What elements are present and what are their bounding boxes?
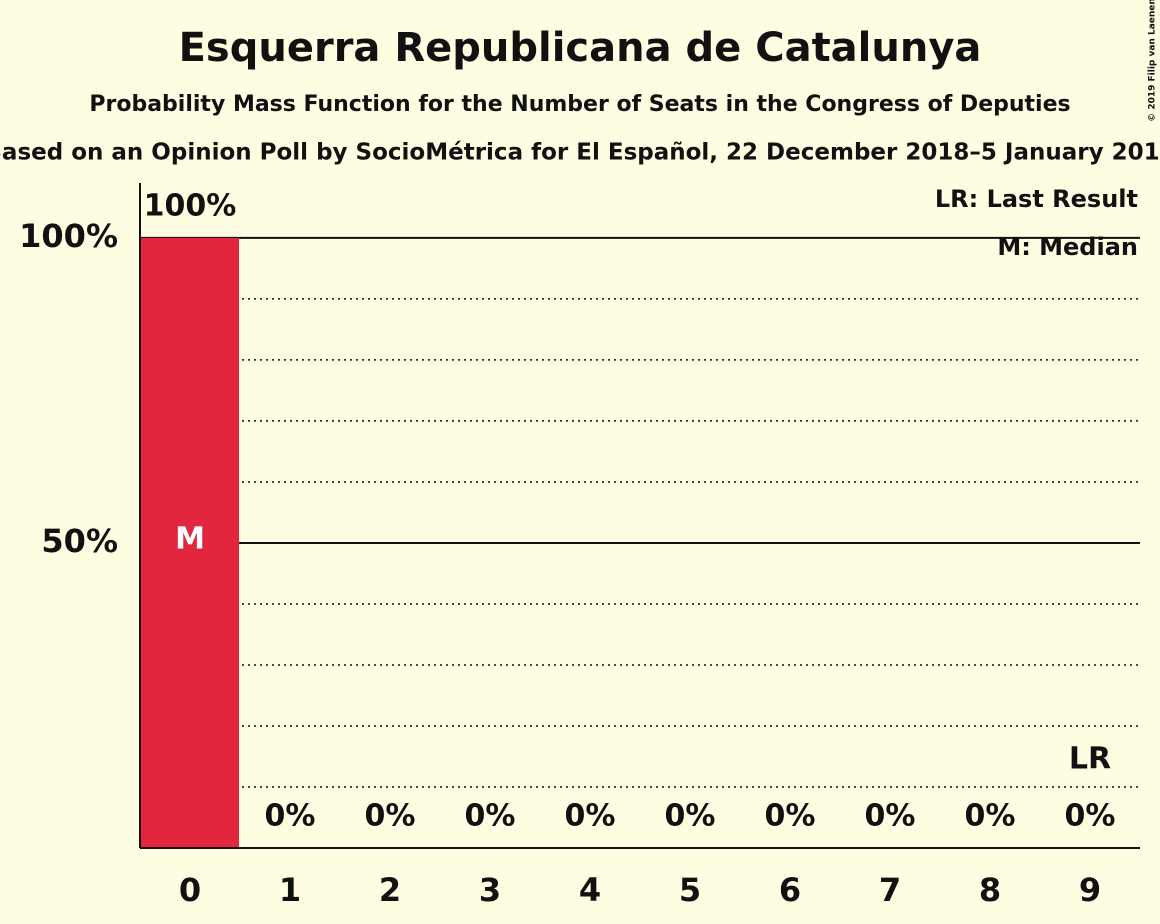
last-result-marker: LR [1069,742,1111,777]
value-label: 0% [265,799,316,834]
x-tick-label: 0 [179,871,201,909]
value-label: 0% [965,799,1016,834]
x-tick-label: 4 [579,871,601,909]
bar [141,237,239,848]
y-tick-label: 50% [41,522,118,560]
median-marker: M [175,521,205,556]
value-label: 0% [565,799,616,834]
value-label: 0% [365,799,416,834]
x-tick-label: 8 [979,871,1001,909]
x-tick-label: 7 [879,871,901,909]
value-label: 0% [865,799,916,834]
x-tick-label: 2 [379,871,401,909]
x-tick-label: 3 [479,871,501,909]
value-label: 0% [1065,799,1116,834]
value-label: 0% [465,799,516,834]
legend-entry: LR: Last Result [935,185,1138,213]
x-tick-label: 9 [1079,871,1101,909]
y-tick-label: 100% [19,217,118,255]
chart-source: Based on an Opinion Poll by SocioMétrica… [0,140,1160,166]
value-label: 0% [765,799,816,834]
x-tick-label: 6 [779,871,801,909]
chart-title: Esquerra Republicana de Catalunya [179,25,982,71]
x-tick-label: 5 [679,871,701,909]
value-label: 0% [665,799,716,834]
value-label: 100% [144,188,237,223]
x-tick-label: 1 [279,871,301,909]
chart-subtitle: Probability Mass Function for the Number… [89,92,1070,117]
copyright: © 2019 Filip van Laenen [1148,0,1158,122]
